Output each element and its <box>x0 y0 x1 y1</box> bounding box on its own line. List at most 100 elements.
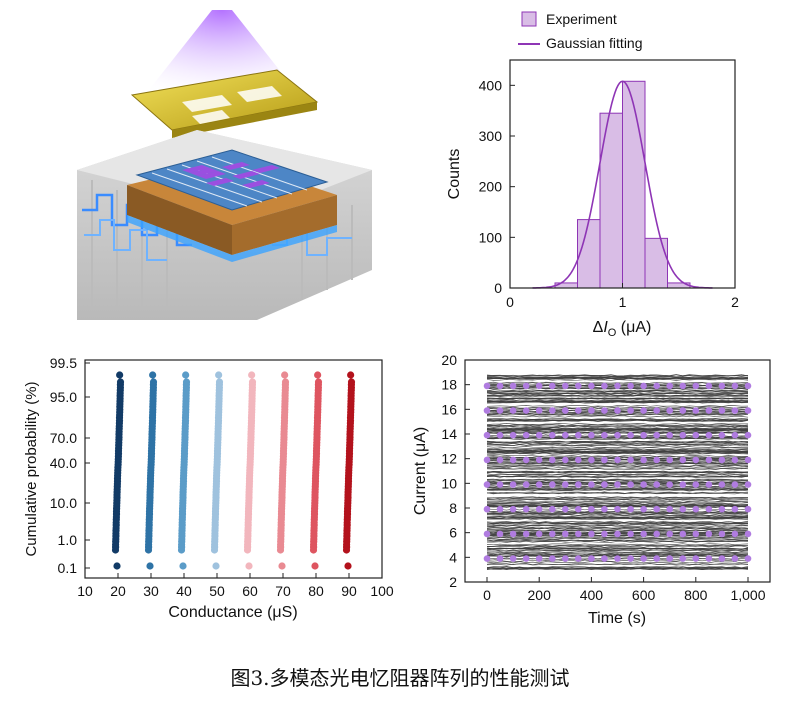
current-marker <box>679 431 687 439</box>
cumulative-point <box>215 378 224 386</box>
histogram-ytick-label: 400 <box>479 77 503 93</box>
current-marker <box>549 431 556 439</box>
current-marker <box>744 481 752 488</box>
current-marker <box>679 382 687 390</box>
current-marker <box>666 431 673 439</box>
current-marker <box>627 382 634 390</box>
current-marker <box>666 505 673 513</box>
current-trace <box>486 486 749 490</box>
current-trace <box>486 540 749 543</box>
current-ylabel: Current (μA) <box>412 427 429 515</box>
current-marker <box>509 505 517 513</box>
current-trace <box>486 443 749 447</box>
cumulative-point <box>281 378 290 386</box>
current-marker <box>509 382 517 390</box>
current-marker <box>744 407 752 414</box>
current-trace <box>486 502 749 505</box>
cumulative-series <box>111 371 356 570</box>
current-marker <box>640 555 647 562</box>
current-marker <box>575 407 582 414</box>
current-trace <box>486 374 749 377</box>
histogram-xtick-label: 2 <box>731 294 739 310</box>
current-trace <box>487 521 749 524</box>
current-marker <box>744 431 752 439</box>
current-marker <box>588 505 595 513</box>
current-marker <box>601 382 608 390</box>
current-marker <box>614 481 621 488</box>
current-marker <box>601 530 608 538</box>
current-trace <box>486 452 749 455</box>
current-marker <box>718 481 726 488</box>
current-marker <box>588 431 595 439</box>
current-marker <box>588 481 595 488</box>
current-trace <box>486 442 749 446</box>
histogram-ytick-label: 300 <box>479 128 503 144</box>
histogram-ylabel: Counts <box>446 149 463 200</box>
current-marker <box>549 407 556 414</box>
current-marker <box>535 407 543 414</box>
current-marker <box>692 505 700 513</box>
cumulative-ticks: 10 20 30 40 50 60 70 80 90 100 0.1 1.0 10.0 40.0 70.0 9… <box>50 355 394 599</box>
current-ytick-label: 2 <box>449 574 457 590</box>
current-trace <box>486 538 749 542</box>
current-marker <box>705 431 713 439</box>
current-trace <box>486 478 749 481</box>
cumulative-point <box>314 371 322 379</box>
current-trace <box>486 551 749 554</box>
current-traces <box>486 374 749 571</box>
current-marker <box>575 555 582 562</box>
current-trace <box>486 389 749 392</box>
histogram-frame <box>509 59 736 289</box>
gaussian-fit-curve <box>532 80 713 289</box>
current-marker <box>679 481 687 488</box>
current-marker <box>575 382 582 390</box>
cumulative-ytick-label: 70.0 <box>50 430 77 446</box>
histogram-ytick-label: 0 <box>494 280 502 296</box>
current-trace <box>486 518 749 521</box>
current-marker <box>496 481 504 488</box>
current-trace <box>486 497 749 500</box>
cumulative-ytick-label: 99.5 <box>50 355 77 371</box>
current-trace <box>486 511 749 514</box>
current-trace <box>486 464 749 467</box>
current-trace <box>486 566 748 569</box>
current-marker <box>549 530 556 538</box>
current-trace <box>486 419 749 423</box>
current-trace <box>486 479 748 483</box>
current-trace <box>486 489 749 492</box>
current-marker <box>640 505 647 513</box>
current-ytick-label: 10 <box>441 475 457 491</box>
current-trace <box>486 415 749 418</box>
current-marker <box>718 456 726 464</box>
current-marker <box>601 481 608 488</box>
current-marker <box>692 530 700 538</box>
figure-caption: 图3.多模态光电忆阻器阵列的性能测试 <box>230 666 570 690</box>
current-marker <box>522 382 530 390</box>
cumulative-ytick-label: 10.0 <box>50 495 77 511</box>
current-marker <box>614 382 621 390</box>
current-marker <box>718 505 726 513</box>
histogram-ticks: 0 1 2 0 100 200 300 400 <box>479 77 739 310</box>
current-marker <box>496 456 504 464</box>
current-marker <box>731 481 739 488</box>
current-trace <box>486 427 749 430</box>
current-trace <box>486 552 748 555</box>
current-marker <box>535 505 543 513</box>
current-marker <box>483 481 491 488</box>
current-marker <box>601 407 608 414</box>
current-marker <box>562 431 569 439</box>
cumulative-xtick-label: 90 <box>341 583 357 599</box>
current-marker <box>549 555 556 562</box>
current-marker <box>535 530 543 538</box>
current-marker <box>640 481 647 488</box>
current-marker <box>535 431 543 439</box>
current-marker <box>653 481 660 488</box>
current-marker <box>522 530 530 538</box>
current-marker <box>666 456 673 464</box>
histogram-bars <box>554 80 691 289</box>
current-marker <box>731 407 739 414</box>
current-marker <box>588 456 595 464</box>
current-marker <box>614 431 621 439</box>
current-marker <box>588 407 595 414</box>
histogram-legend: Experiment Gaussian fitting <box>518 11 643 51</box>
